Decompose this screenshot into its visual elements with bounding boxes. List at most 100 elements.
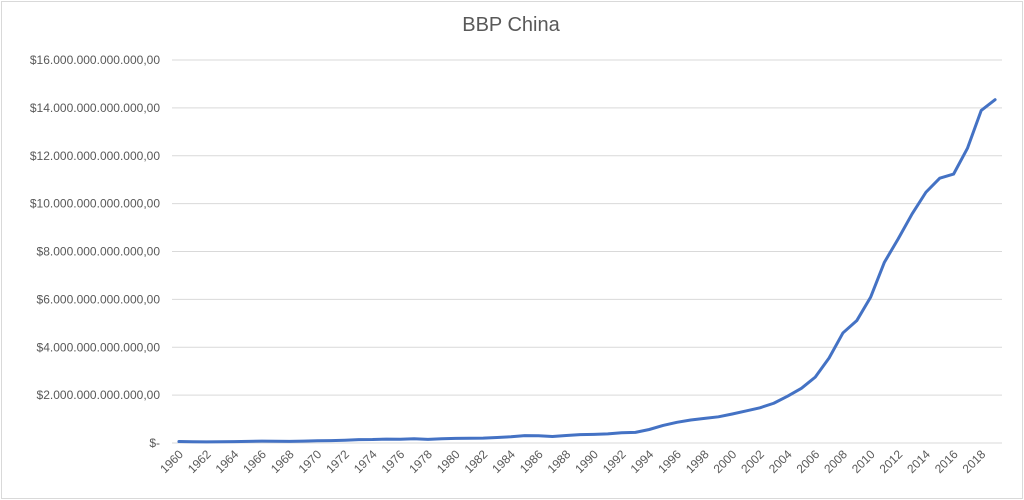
x-tick-label: 2006 <box>794 447 823 476</box>
data-point <box>565 434 568 437</box>
x-tick-label: 1996 <box>655 447 684 476</box>
series-group <box>177 98 997 444</box>
data-point <box>496 436 499 439</box>
data-point <box>634 431 637 434</box>
data-point <box>938 177 941 180</box>
data-point <box>662 424 665 427</box>
x-tick-label: 1990 <box>572 447 601 476</box>
data-point <box>592 433 595 436</box>
data-point <box>274 440 277 443</box>
data-point <box>869 296 872 299</box>
data-point <box>966 147 969 150</box>
data-point <box>468 437 471 440</box>
y-axis-tick-labels: $- $2.000.000.000.000,00 $4.000.000.000.00… <box>30 53 160 450</box>
data-point <box>357 438 360 441</box>
data-point <box>897 237 900 240</box>
y-tick-label: $12.000.000.000.000,00 <box>30 149 160 163</box>
x-tick-label: 1978 <box>406 447 435 476</box>
x-tick-label: 1998 <box>683 447 712 476</box>
data-point <box>399 438 402 441</box>
x-tick-label: 2018 <box>960 447 989 476</box>
x-tick-label: 1964 <box>213 447 242 476</box>
data-point <box>177 440 180 443</box>
chart-title: BBP China <box>462 14 560 36</box>
data-point <box>703 417 706 420</box>
data-point <box>814 376 817 379</box>
series-line <box>177 98 997 444</box>
data-point <box>343 439 346 442</box>
x-tick-label: 1984 <box>489 447 518 476</box>
x-tick-label: 1994 <box>628 447 657 476</box>
x-axis-tick-labels: 1960196219641966196819701972197419761978… <box>157 447 988 476</box>
data-point <box>385 438 388 441</box>
data-point <box>413 437 416 440</box>
data-point <box>426 438 429 441</box>
gridlines <box>172 59 1002 396</box>
data-point <box>883 261 886 264</box>
x-tick-label: 1988 <box>545 447 574 476</box>
data-point <box>841 331 844 334</box>
data-point <box>509 435 512 438</box>
data-point <box>758 406 761 409</box>
data-point <box>675 421 678 424</box>
data-point <box>717 415 720 418</box>
data-point <box>219 440 222 443</box>
x-tick-label: 2008 <box>821 447 850 476</box>
x-tick-label: 2000 <box>711 447 740 476</box>
x-tick-label: 1962 <box>185 447 214 476</box>
x-tick-label: 2012 <box>877 447 906 476</box>
data-point <box>537 434 540 437</box>
data-point <box>233 440 236 443</box>
y-tick-label: $- <box>149 436 160 450</box>
data-point <box>689 418 692 421</box>
data-point <box>191 440 194 443</box>
y-tick-label: $14.000.000.000.000,00 <box>30 101 160 115</box>
data-point <box>551 435 554 438</box>
x-tick-label: 2002 <box>738 447 767 476</box>
x-tick-label: 1968 <box>268 447 297 476</box>
y-tick-label: $6.000.000.000.000,00 <box>37 292 161 306</box>
data-point <box>980 109 983 112</box>
data-point <box>828 356 831 359</box>
data-point <box>288 440 291 443</box>
data-point <box>800 387 803 390</box>
data-point <box>247 440 250 443</box>
data-point <box>786 395 789 398</box>
data-point <box>371 438 374 441</box>
data-point <box>482 437 485 440</box>
data-point <box>579 433 582 436</box>
data-point <box>316 439 319 442</box>
x-tick-label: 2004 <box>766 447 795 476</box>
data-point <box>205 440 208 443</box>
data-point <box>260 440 263 443</box>
x-tick-label: 1976 <box>379 447 408 476</box>
data-point <box>648 428 651 431</box>
y-tick-label: $10.000.000.000.000,00 <box>30 197 160 211</box>
y-tick-label: $16.000.000.000.000,00 <box>30 53 160 67</box>
data-point <box>454 437 457 440</box>
x-tick-label: 1966 <box>240 447 269 476</box>
x-tick-label: 1980 <box>434 447 463 476</box>
x-tick-label: 1982 <box>462 447 491 476</box>
data-point <box>994 98 997 101</box>
x-tick-label: 2014 <box>904 447 933 476</box>
x-tick-label: 2010 <box>849 447 878 476</box>
y-tick-label: $8.000.000.000.000,00 <box>37 245 161 259</box>
data-point <box>523 434 526 437</box>
data-point <box>731 413 734 416</box>
data-point <box>772 402 775 405</box>
x-tick-label: 1986 <box>517 447 546 476</box>
x-tick-label: 1972 <box>323 447 352 476</box>
data-point <box>855 319 858 322</box>
data-point <box>620 431 623 434</box>
data-point <box>911 212 914 215</box>
x-tick-label: 1960 <box>157 447 186 476</box>
data-point <box>745 409 748 412</box>
data-point <box>924 191 927 194</box>
y-tick-label: $2.000.000.000.000,00 <box>37 388 161 402</box>
x-tick-label: 2016 <box>932 447 961 476</box>
y-tick-label: $4.000.000.000.000,00 <box>37 340 161 354</box>
data-point <box>952 173 955 176</box>
